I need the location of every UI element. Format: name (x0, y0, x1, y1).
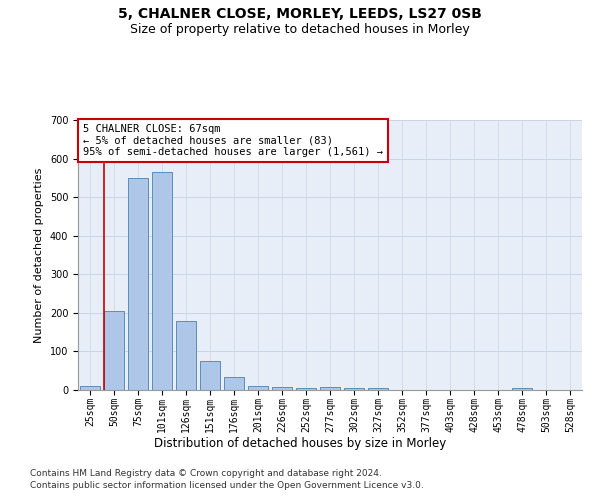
Bar (176, 320, 196, 390)
Bar (104, 311, 124, 390)
Text: Size of property relative to detached houses in Morley: Size of property relative to detached ho… (130, 22, 470, 36)
Text: Distribution of detached houses by size in Morley: Distribution of detached houses by size … (154, 438, 446, 450)
Y-axis label: Number of detached properties: Number of detached properties (34, 168, 44, 342)
Bar (296, 388, 316, 390)
Bar (80, 386, 100, 390)
Bar (512, 388, 532, 390)
Bar (128, 178, 148, 390)
Bar (248, 386, 268, 390)
Text: Contains public sector information licensed under the Open Government Licence v3: Contains public sector information licen… (30, 481, 424, 490)
Text: Contains HM Land Registry data © Crown copyright and database right 2024.: Contains HM Land Registry data © Crown c… (30, 469, 382, 478)
Bar (368, 388, 388, 390)
Bar (272, 387, 292, 390)
Bar (200, 361, 220, 390)
Text: 5, CHALNER CLOSE, MORLEY, LEEDS, LS27 0SB: 5, CHALNER CLOSE, MORLEY, LEEDS, LS27 0S… (118, 8, 482, 22)
Text: 5 CHALNER CLOSE: 67sqm
← 5% of detached houses are smaller (83)
95% of semi-deta: 5 CHALNER CLOSE: 67sqm ← 5% of detached … (83, 124, 383, 157)
Bar (344, 388, 364, 390)
Bar (152, 172, 172, 390)
Bar (320, 387, 340, 390)
Bar (224, 376, 244, 390)
